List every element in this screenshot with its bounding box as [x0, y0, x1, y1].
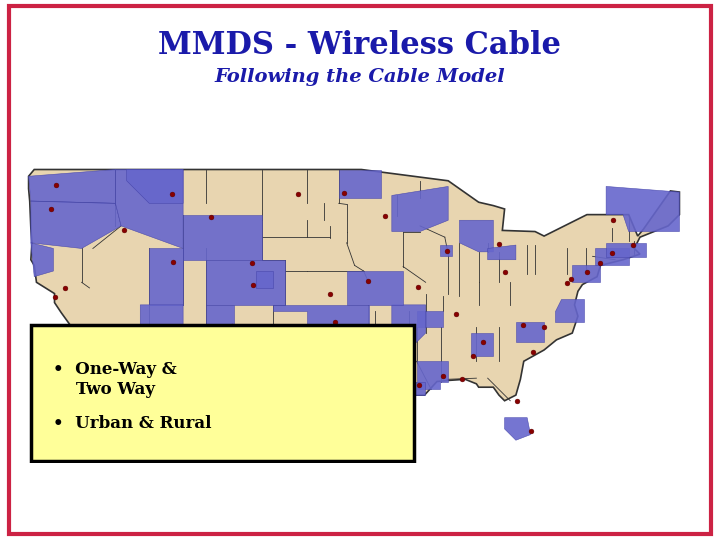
- Polygon shape: [149, 248, 183, 305]
- Polygon shape: [572, 265, 600, 282]
- Polygon shape: [487, 245, 516, 260]
- Polygon shape: [606, 243, 646, 258]
- Polygon shape: [417, 310, 443, 327]
- Polygon shape: [256, 361, 302, 389]
- Text: •  Urban & Rural: • Urban & Rural: [53, 415, 212, 433]
- Polygon shape: [206, 260, 284, 305]
- Polygon shape: [336, 345, 369, 384]
- Polygon shape: [417, 361, 448, 389]
- Polygon shape: [127, 170, 183, 204]
- Polygon shape: [339, 170, 381, 198]
- Polygon shape: [555, 299, 584, 322]
- Polygon shape: [441, 245, 451, 256]
- Polygon shape: [516, 322, 544, 342]
- Text: •  One-Way &
    Two Way: • One-Way & Two Way: [53, 361, 177, 398]
- Polygon shape: [29, 170, 680, 429]
- FancyBboxPatch shape: [31, 325, 415, 461]
- Polygon shape: [140, 305, 183, 333]
- Polygon shape: [115, 170, 183, 248]
- Text: MMDS - Wireless Cable: MMDS - Wireless Cable: [158, 30, 562, 62]
- Polygon shape: [392, 305, 426, 350]
- Polygon shape: [31, 243, 53, 276]
- Polygon shape: [347, 271, 403, 305]
- Polygon shape: [606, 186, 680, 232]
- Polygon shape: [392, 186, 448, 232]
- Polygon shape: [505, 417, 531, 440]
- Polygon shape: [274, 305, 369, 342]
- Polygon shape: [183, 214, 262, 260]
- Polygon shape: [595, 248, 629, 265]
- Polygon shape: [377, 382, 425, 395]
- Polygon shape: [206, 305, 234, 327]
- Polygon shape: [31, 201, 121, 248]
- Polygon shape: [93, 333, 113, 356]
- Polygon shape: [256, 271, 274, 288]
- Text: Following the Cable Model: Following the Cable Model: [215, 68, 505, 86]
- Polygon shape: [29, 170, 115, 204]
- Polygon shape: [471, 333, 493, 356]
- Polygon shape: [459, 220, 493, 252]
